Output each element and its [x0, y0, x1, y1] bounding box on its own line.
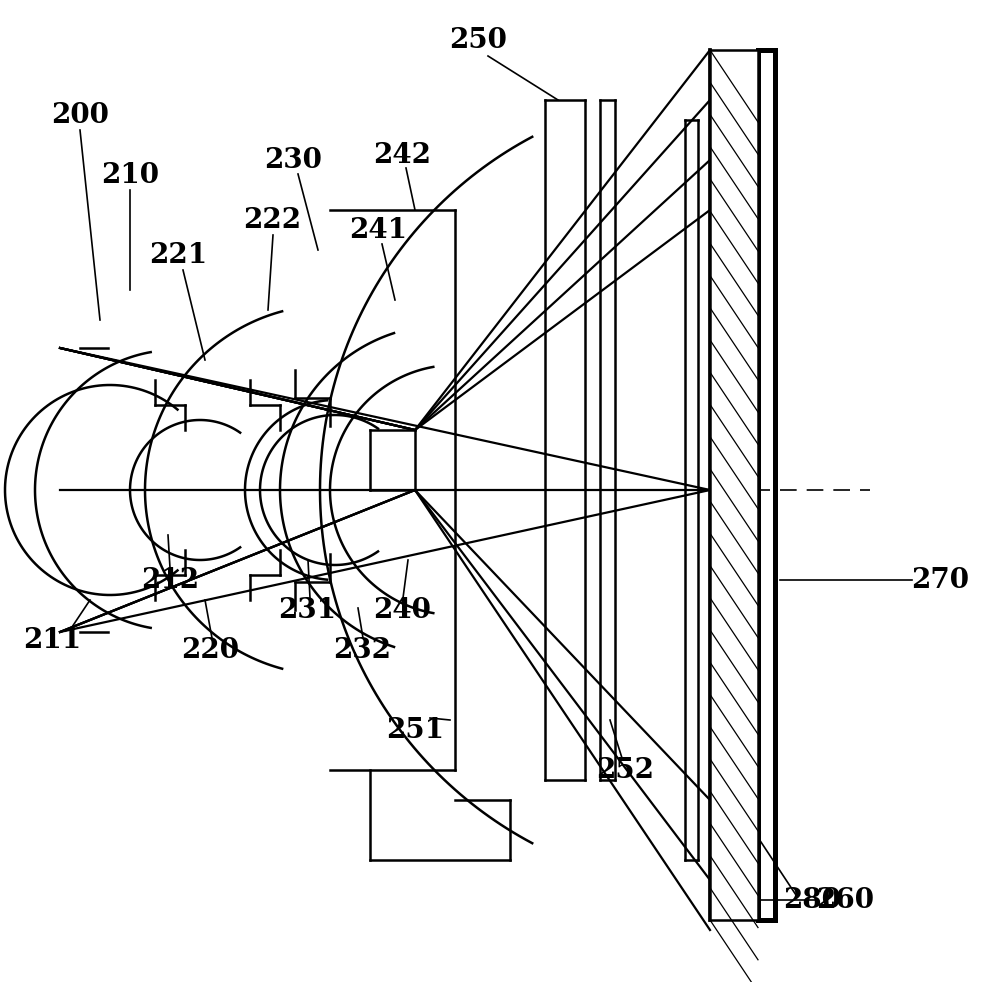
Text: 280: 280 [783, 887, 841, 913]
Text: 251: 251 [386, 717, 444, 743]
Text: 241: 241 [349, 216, 407, 244]
Text: 231: 231 [278, 596, 336, 624]
Text: 222: 222 [243, 206, 301, 234]
Text: 232: 232 [333, 636, 391, 664]
Text: 242: 242 [373, 141, 431, 169]
Text: 221: 221 [149, 242, 207, 268]
Text: 212: 212 [141, 567, 199, 593]
Text: 270: 270 [911, 567, 969, 593]
Text: 252: 252 [596, 756, 654, 784]
Text: 250: 250 [449, 27, 507, 53]
Text: 200: 200 [51, 101, 109, 129]
Text: 230: 230 [264, 146, 322, 174]
Text: 210: 210 [101, 161, 159, 189]
Bar [710, 50, 758, 920]
Text: 211: 211 [23, 627, 81, 653]
Text: 260: 260 [816, 887, 874, 913]
Text: 240: 240 [373, 596, 431, 624]
Text: 220: 220 [181, 636, 239, 664]
